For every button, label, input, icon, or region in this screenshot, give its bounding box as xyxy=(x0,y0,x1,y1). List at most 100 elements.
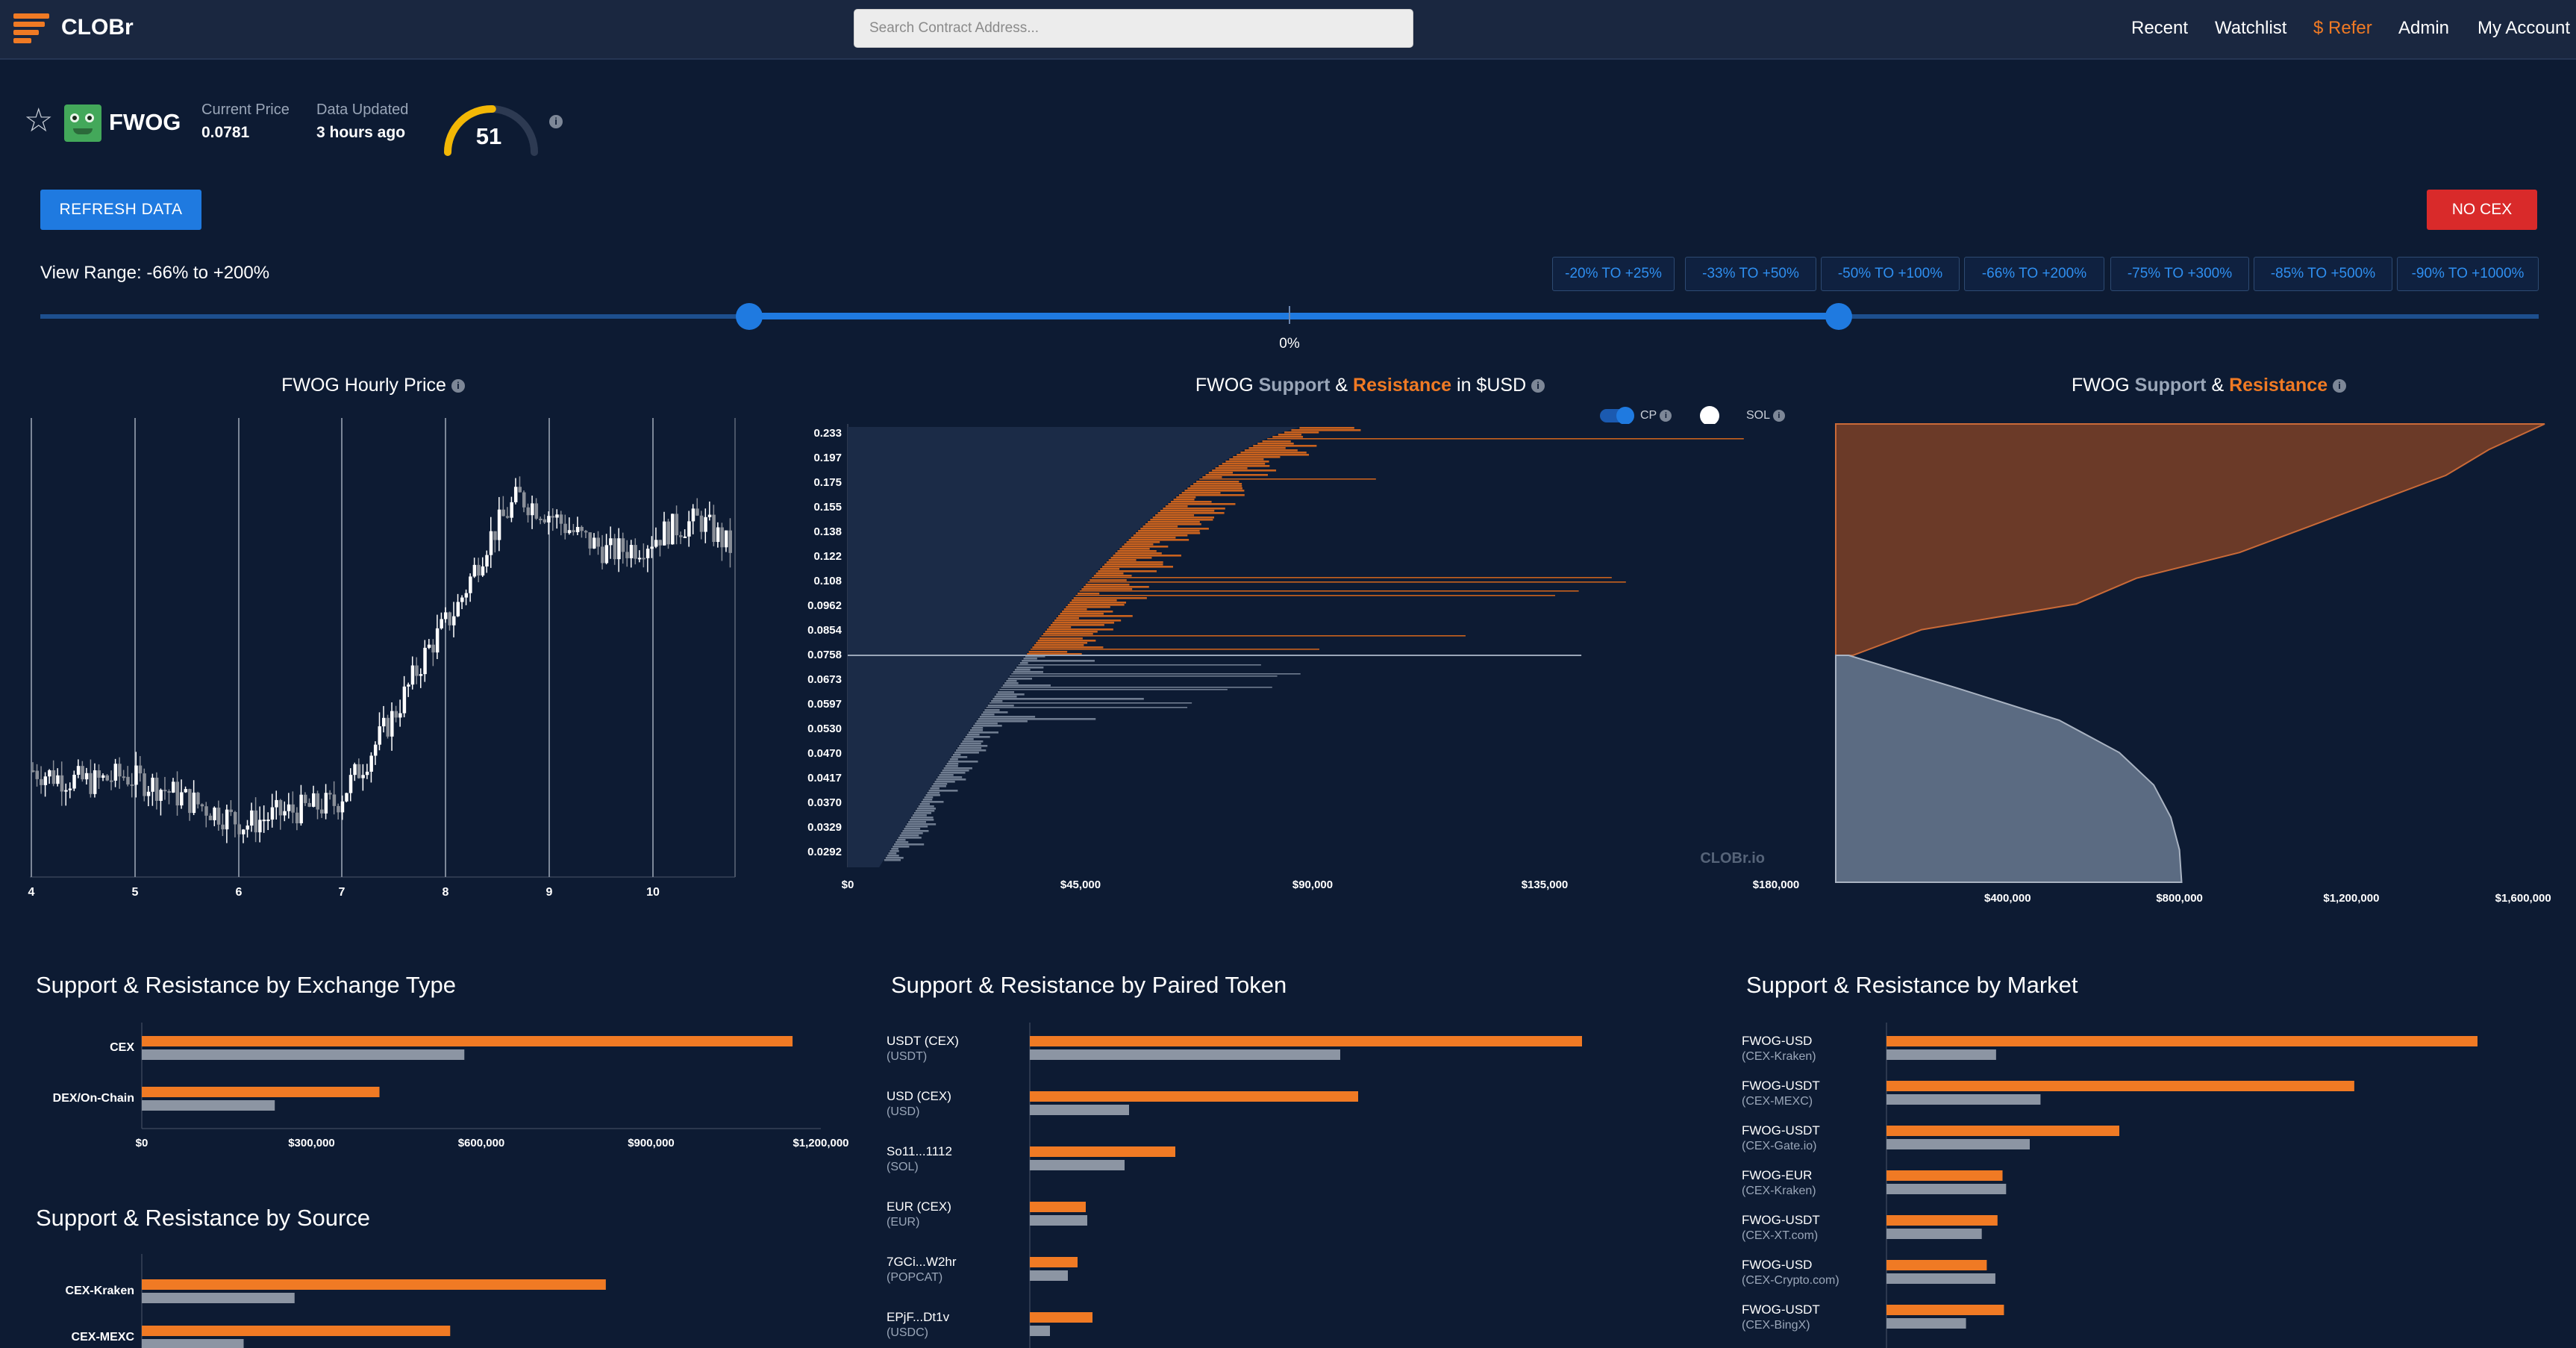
sr-support-bar xyxy=(968,731,998,734)
sr-resistance-bar xyxy=(1036,642,1088,644)
hp-candle-body xyxy=(172,781,175,793)
sr-usd-chart[interactable]: 0.233 0.197 0.175 0.155 0.138 0.122 0.108 0.096… xyxy=(791,418,1813,896)
range-button-33-50[interactable]: -33% TO +50% xyxy=(1685,257,1816,291)
sr-support-bar xyxy=(904,828,921,830)
sol-info-icon[interactable]: i xyxy=(1772,409,1785,422)
sr-support-bar xyxy=(995,693,1025,696)
hp-candle-body xyxy=(555,514,559,518)
hp-candle-body xyxy=(237,824,241,834)
bar-category-sublabel: (CEX-Gate.io) xyxy=(1742,1140,1816,1152)
hp-candle-body xyxy=(81,766,84,780)
hp-candle-body xyxy=(423,647,427,675)
bar-xtick-label: $900,000 xyxy=(628,1137,675,1149)
market-bar-chart[interactable]: FWOG-USD (CEX-Kraken) FWOG-USDT (CEX-MEXC) F… xyxy=(1736,1023,2576,1348)
range-button-75-300[interactable]: -75% TO +300% xyxy=(2110,257,2249,291)
sr-resistance-bar xyxy=(1054,620,1122,622)
range-button-90-1000[interactable]: -90% TO +1000% xyxy=(2397,257,2539,291)
sr-resistance-bar xyxy=(1104,564,1163,566)
hourly-price-chart[interactable]: 4 5 6 7 8 9 10 xyxy=(22,418,746,903)
sr-resistance-bar xyxy=(1057,615,1133,617)
nav-watchlist[interactable]: Watchlist xyxy=(2215,18,2287,38)
range-button-66-200[interactable]: -66% TO +200% xyxy=(1964,257,2104,291)
hp-candle-body xyxy=(505,516,510,518)
sr-support-bar xyxy=(895,841,909,843)
hp-candle-body xyxy=(588,532,592,549)
sr-usd-info-icon[interactable]: i xyxy=(1531,379,1545,393)
sr-support-bar xyxy=(1001,687,1272,688)
sr-resistance-bar xyxy=(1244,449,1298,452)
hp-candle-body xyxy=(143,773,146,796)
hp-candle-body xyxy=(448,612,451,625)
hp-candle-body xyxy=(601,546,604,564)
search-contract-input[interactable] xyxy=(854,9,1413,48)
hp-candle-body xyxy=(93,770,97,794)
sr-ytick-label: 0.108 xyxy=(813,575,842,587)
hp-candle-body xyxy=(208,815,213,820)
sr-resistance-bar xyxy=(1291,429,1361,431)
hp-candle-body xyxy=(167,790,171,793)
hp-candle-body xyxy=(683,536,687,538)
sr-support-bar xyxy=(1002,684,1051,687)
nav-recent[interactable]: Recent xyxy=(2131,18,2189,38)
range-button-20-25[interactable]: -20% TO +25% xyxy=(1552,257,1675,291)
sr-cumulative-chart[interactable]: $400,000 $800,000 $1,200,000 $1,600,000 xyxy=(1821,418,2567,911)
score-gauge xyxy=(444,104,538,156)
hp-candle-body xyxy=(192,792,196,814)
nav-admin[interactable]: Admin xyxy=(2398,18,2450,38)
sr-resistance-bar xyxy=(1173,499,1195,501)
hp-candle-body xyxy=(382,717,386,727)
sr-support-bar xyxy=(946,763,959,765)
slider-handle-max[interactable] xyxy=(1825,303,1852,330)
sr-cum-info-icon[interactable]: i xyxy=(2333,379,2347,393)
bar-category-sublabel: (CEX-BingX) xyxy=(1742,1319,1810,1332)
sr-resistance-bar xyxy=(1299,427,1354,429)
hp-candle-body xyxy=(563,523,567,534)
hp-candle-body xyxy=(642,558,645,560)
sr-support-bar xyxy=(912,814,927,817)
hourly-info-icon[interactable]: i xyxy=(451,379,465,393)
hp-candle-body xyxy=(724,530,728,548)
nav-refer[interactable]: $ Refer xyxy=(2313,18,2372,38)
nav-my-account[interactable]: My Account xyxy=(2477,18,2571,38)
sr-resistance-bar xyxy=(1081,588,1133,590)
sr-resistance-bar xyxy=(1079,590,1579,592)
hp-candle-body xyxy=(307,802,311,807)
bar-category-label: FWOG-EUR xyxy=(1742,1168,1812,1182)
score-info-icon[interactable]: i xyxy=(549,115,563,128)
hp-candle-body xyxy=(534,503,539,519)
sr-support-bar xyxy=(981,714,995,716)
sr-resistance-bar xyxy=(1110,557,1152,559)
slider-handle-min[interactable] xyxy=(736,303,763,330)
source-bar-chart[interactable]: CEX-Kraken CEX-MEXC xyxy=(30,1254,851,1348)
hp-candle-body xyxy=(654,540,658,547)
brand-name[interactable]: CLOBr xyxy=(61,15,134,40)
sr-support-bar xyxy=(899,834,919,837)
hp-candle-body xyxy=(431,644,435,653)
no-cex-button[interactable]: NO CEX xyxy=(2427,190,2537,230)
cp-toggle[interactable] xyxy=(1600,407,1634,425)
bar-resistance xyxy=(1030,1202,1086,1212)
hp-candle-body xyxy=(312,793,316,807)
hp-candle-body xyxy=(369,755,373,772)
hp-candle-body xyxy=(250,810,254,826)
sol-toggle[interactable] xyxy=(1700,406,1719,425)
paired-token-bar-chart[interactable]: USDT (CEX) (USDT) USD (CEX) (USD) So11...111… xyxy=(881,1023,1716,1348)
hp-candle-body xyxy=(621,538,625,552)
clobr-logo-icon[interactable] xyxy=(13,13,49,45)
watchlist-star-icon[interactable]: ☆ xyxy=(24,102,54,139)
sr-ytick-label: 0.122 xyxy=(813,550,842,563)
range-button-50-100[interactable]: -50% TO +100% xyxy=(1821,257,1960,291)
cp-info-icon[interactable]: i xyxy=(1660,409,1672,422)
hourly-price-title: FWOG Hourly Price i xyxy=(119,375,627,396)
sr-resistance-bar xyxy=(1205,474,1268,476)
refresh-data-button[interactable]: REFRESH DATA xyxy=(40,190,201,230)
sr-support-bar xyxy=(991,700,1003,702)
cum-xtick-label: $1,600,000 xyxy=(2495,892,2551,905)
sr-resistance-bar xyxy=(1138,530,1200,532)
hp-candle-body xyxy=(60,775,64,792)
hp-candle-body xyxy=(469,576,472,593)
hp-candle-body xyxy=(452,616,456,625)
range-button-85-500[interactable]: -85% TO +500% xyxy=(2254,257,2392,291)
exchange-type-bar-chart[interactable]: CEX DEX/On-Chain $0 $300,000 $600,000 $900,00… xyxy=(30,1023,851,1157)
sr-resistance-bar xyxy=(1257,443,1294,445)
